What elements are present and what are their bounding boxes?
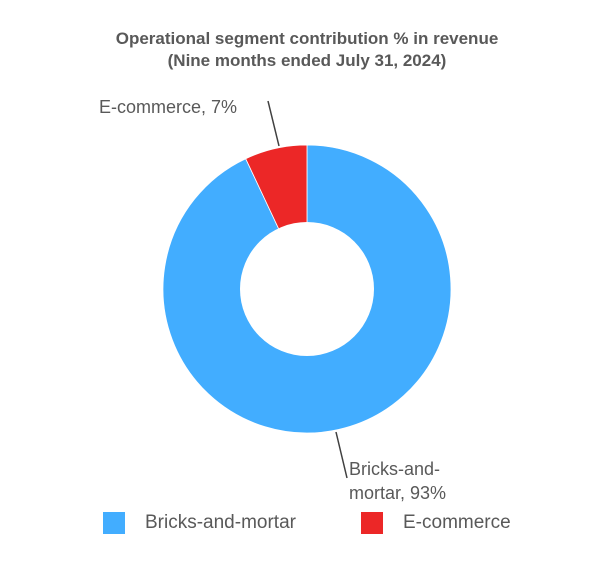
ecommerce-leader-line: [267, 100, 280, 147]
bricks-data-label-line2: mortar, 93%: [349, 483, 447, 503]
ecommerce-data-label: E-commerce, 7%: [99, 97, 238, 117]
legend-label-bricks-and-mortar: Bricks-and-mortar: [145, 512, 296, 533]
legend-item-bricks-and-mortar[interactable]: Bricks-and-mortar: [103, 512, 296, 534]
donut-hole: [240, 222, 374, 356]
legend-item-e-commerce[interactable]: E-commerce: [361, 512, 511, 534]
legend-label-e-commerce: E-commerce: [403, 512, 511, 533]
bricks-leader-line: [335, 431, 348, 479]
legend-swatch-bricks-and-mortar: [103, 512, 125, 534]
legend-swatch-e-commerce: [361, 512, 383, 534]
chart-legend: Bricks-and-mortar E-commerce: [0, 512, 614, 540]
chart-title: Operational segment contribution % in re…: [0, 28, 614, 72]
chart-title-line2: (Nine months ended July 31, 2024): [167, 51, 447, 70]
bricks-data-label-line1: Bricks-and-: [349, 459, 441, 479]
chart-title-line1: Operational segment contribution % in re…: [115, 29, 499, 48]
